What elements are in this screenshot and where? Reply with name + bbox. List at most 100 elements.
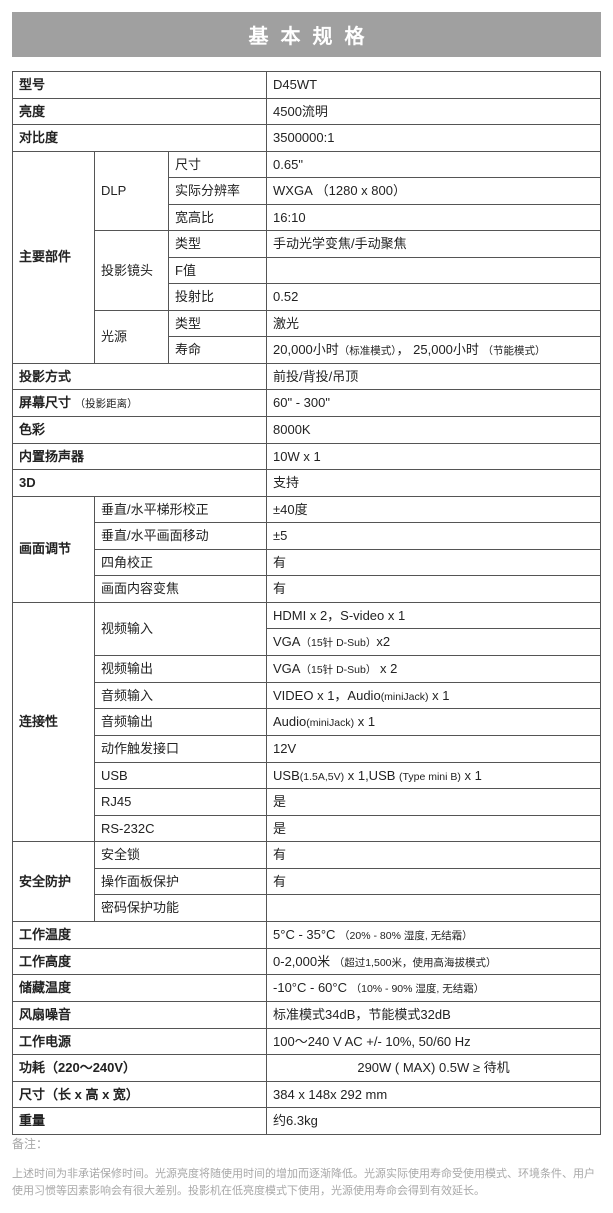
vin2c: x2 <box>376 634 390 649</box>
label-rs232: RS-232C <box>95 815 267 842</box>
value-dlp-size: 0.65" <box>267 151 601 178</box>
value-audio-out: Audio(miniJack) x 1 <box>267 709 601 736</box>
value-work-temp: 5°C - 35°C （20% - 80% 湿度, 无结霜） <box>267 921 601 948</box>
label-light: 光源 <box>95 310 169 363</box>
value-color: 8000K <box>267 417 601 444</box>
value-power: 100～240 V AC +/- 10%, 50/60 Hz <box>267 1028 601 1055</box>
label-work-temp: 工作温度 <box>13 921 267 948</box>
st-b: （10% - 90% 湿度, 无结霜） <box>351 983 485 995</box>
value-proj-method: 前投/背投/吊顶 <box>267 363 601 390</box>
value-dimensions: 384 x 148x 292 mm <box>267 1081 601 1108</box>
label-usb: USB <box>95 762 267 789</box>
label-image-adjust: 画面调节 <box>13 496 95 602</box>
label-proj-method: 投影方式 <box>13 363 267 390</box>
st-a: -10°C - 60°C <box>273 980 351 995</box>
wa-a: 0-2,000米 <box>273 954 334 969</box>
value-panel-lock: 有 <box>267 868 601 895</box>
label-corner: 四角校正 <box>95 549 267 576</box>
label-light-type: 类型 <box>169 310 267 337</box>
label-security: 安全防护 <box>13 842 95 922</box>
vin2a: VGA <box>273 634 300 649</box>
aoutc: x 1 <box>354 714 375 729</box>
label-video-in: 视频输入 <box>95 602 267 655</box>
screen-size-text: 屏幕尺寸 <box>19 395 71 410</box>
label-dlp: DLP <box>95 151 169 231</box>
voutb: （15针 D-Sub） <box>300 664 376 676</box>
value-fan-noise: 标准模式34dB，节能模式32dB <box>267 1002 601 1029</box>
aoutb: (miniJack) <box>306 717 354 729</box>
value-contrast: 3500000:1 <box>267 125 601 152</box>
value-light-type: 激光 <box>267 310 601 337</box>
label-pwd: 密码保护功能 <box>95 895 267 922</box>
value-store-temp: -10°C - 60°C （10% - 90% 湿度, 无结霜） <box>267 975 601 1002</box>
label-consumption: 功耗（220～240V） <box>13 1055 267 1082</box>
label-lens: 投影镜头 <box>95 231 169 311</box>
label-connectivity: 连接性 <box>13 602 95 842</box>
title-bar: 基本规格 <box>12 12 601 57</box>
spec-table: 型号 D45WT 亮度 4500流明 对比度 3500000:1 主要部件 DL… <box>12 71 601 1135</box>
value-rs232: 是 <box>267 815 601 842</box>
footnote-body: 上述时间为非承诺保修时间。光源亮度将随使用时间的增加而逐渐降低。光源实际使用寿命… <box>12 1166 601 1201</box>
value-keystone: ±40度 <box>267 496 601 523</box>
value-audio-in: VIDEO x 1，Audio(miniJack) x 1 <box>267 682 601 709</box>
value-consumption: 290W ( MAX) 0.5W ≥ 待机 <box>267 1055 601 1082</box>
value-pwd <box>267 895 601 922</box>
value-corner: 有 <box>267 549 601 576</box>
value-video-in-1: HDMI x 2，S-video x 1 <box>267 602 601 629</box>
label-contrast: 对比度 <box>13 125 267 152</box>
usbe: x 1 <box>461 768 482 783</box>
label-model: 型号 <box>13 72 267 99</box>
label-work-alt: 工作高度 <box>13 948 267 975</box>
value-shift: ±5 <box>267 523 601 550</box>
label-dlp-res: 实际分辨率 <box>169 178 267 205</box>
label-main-parts: 主要部件 <box>13 151 95 363</box>
label-dimensions: 尺寸（长 x 高 x 宽） <box>13 1081 267 1108</box>
life-eco-note: （节能模式） <box>483 345 546 357</box>
value-content-zoom: 有 <box>267 576 601 603</box>
value-screen-size: 60" - 300" <box>267 390 601 417</box>
usbb: (1.5A,5V) <box>300 771 344 783</box>
value-lens-throw: 0.52 <box>267 284 601 311</box>
vin2b: （15针 D-Sub） <box>300 637 376 649</box>
ainc: x 1 <box>429 688 450 703</box>
life-std-note: （标准模式） <box>339 345 397 357</box>
wt-b: （20% - 80% 湿度, 无结霜） <box>339 930 473 942</box>
label-weight: 重量 <box>13 1108 267 1135</box>
label-lens-throw: 投射比 <box>169 284 267 311</box>
label-content-zoom: 画面内容变焦 <box>95 576 267 603</box>
value-weight: 约6.3kg <box>267 1108 601 1135</box>
usbd: (Type mini B) <box>399 771 461 783</box>
value-video-out: VGA（15针 D-Sub） x 2 <box>267 655 601 682</box>
label-dlp-size: 尺寸 <box>169 151 267 178</box>
label-brightness: 亮度 <box>13 98 267 125</box>
value-3d: 支持 <box>267 470 601 497</box>
label-color: 色彩 <box>13 417 267 444</box>
footnote-title: 备注： <box>12 1135 601 1152</box>
label-power: 工作电源 <box>13 1028 267 1055</box>
aina: VIDEO x 1，Audio <box>273 688 381 703</box>
label-sec-lock: 安全锁 <box>95 842 267 869</box>
label-rj45: RJ45 <box>95 789 267 816</box>
value-usb: USB(1.5A,5V) x 1,USB (Type mini B) x 1 <box>267 762 601 789</box>
wa-b: （超过1,500米，使用高海拔模式） <box>334 957 497 969</box>
label-trigger: 动作触发接口 <box>95 736 267 763</box>
life-eco: ， 25,000小时 <box>397 342 483 357</box>
label-speaker: 内置扬声器 <box>13 443 267 470</box>
label-store-temp: 储藏温度 <box>13 975 267 1002</box>
voutc: x 2 <box>376 661 397 676</box>
value-dlp-res: WXGA （1280 x 800） <box>267 178 601 205</box>
vouta: VGA <box>273 661 300 676</box>
value-model: D45WT <box>267 72 601 99</box>
label-audio-out: 音频输出 <box>95 709 267 736</box>
value-work-alt: 0-2,000米 （超过1,500米，使用高海拔模式） <box>267 948 601 975</box>
label-dlp-aspect: 宽高比 <box>169 204 267 231</box>
label-screen-size: 屏幕尺寸 （投影距离） <box>13 390 267 417</box>
usba: USB <box>273 768 300 783</box>
label-video-out: 视频输出 <box>95 655 267 682</box>
value-trigger: 12V <box>267 736 601 763</box>
label-3d: 3D <box>13 470 267 497</box>
label-panel-lock: 操作面板保护 <box>95 868 267 895</box>
label-lens-type: 类型 <box>169 231 267 258</box>
value-lens-type: 手动光学变焦/手动聚焦 <box>267 231 601 258</box>
label-shift: 垂直/水平画面移动 <box>95 523 267 550</box>
